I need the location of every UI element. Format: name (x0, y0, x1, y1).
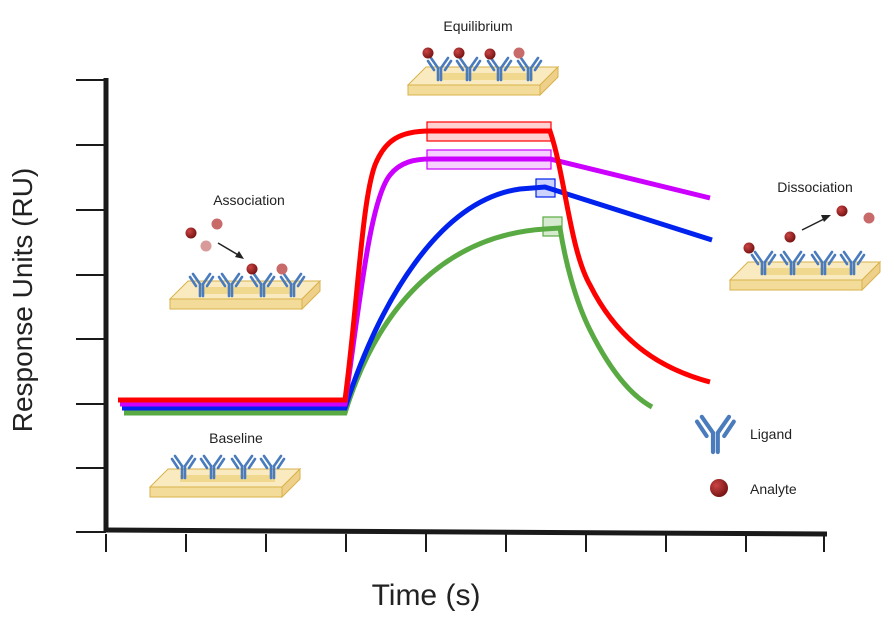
analyte-icon (513, 47, 525, 59)
y-axis (76, 78, 109, 533)
analyte-icon (200, 240, 212, 252)
curve-blue (122, 184, 713, 411)
association-label: Association (213, 192, 285, 208)
y-ticks (76, 79, 106, 533)
analyte-icon (863, 212, 875, 224)
equilibrium-marker-blue (535, 178, 556, 198)
analyte-icon (453, 47, 465, 59)
equilibrium-illustration (407, 47, 559, 96)
dissociation-illustration (729, 205, 881, 291)
analyte-icon (211, 218, 223, 230)
equilibrium-marker-red (426, 121, 552, 142)
analyte-icon (246, 263, 258, 275)
arrow-icon (801, 217, 827, 231)
analyte-legend-icon (710, 479, 728, 497)
x-axis (103, 527, 828, 552)
baseline-label: Baseline (209, 430, 263, 446)
equilibrium-marker-magenta (426, 149, 552, 170)
dissociation-label: Dissociation (777, 179, 852, 195)
analyte-icon (836, 205, 848, 217)
legend-ligand-label: Ligand (750, 426, 792, 442)
curve-red (118, 128, 711, 403)
baseline-illustration (149, 454, 301, 498)
analyte-icon (784, 231, 796, 243)
curve-green (124, 225, 654, 416)
x-ticks (105, 534, 825, 552)
arrow-icon (217, 242, 241, 257)
x-axis-label: Time (s) (372, 579, 481, 612)
equilibrium-label: Equilibrium (443, 18, 512, 34)
y-axis-label: Response Units (RU) (7, 168, 38, 433)
analyte-icon (422, 47, 434, 59)
legend: Ligand Analyte (694, 414, 797, 497)
analyte-icon (185, 227, 197, 239)
ligand-icon (694, 414, 736, 455)
legend-analyte-label: Analyte (750, 481, 797, 497)
analyte-icon (484, 48, 496, 60)
equilibrium-marker-green (542, 216, 563, 237)
analyte-icon (276, 263, 288, 275)
association-illustration (169, 218, 321, 310)
analyte-icon (743, 242, 755, 254)
